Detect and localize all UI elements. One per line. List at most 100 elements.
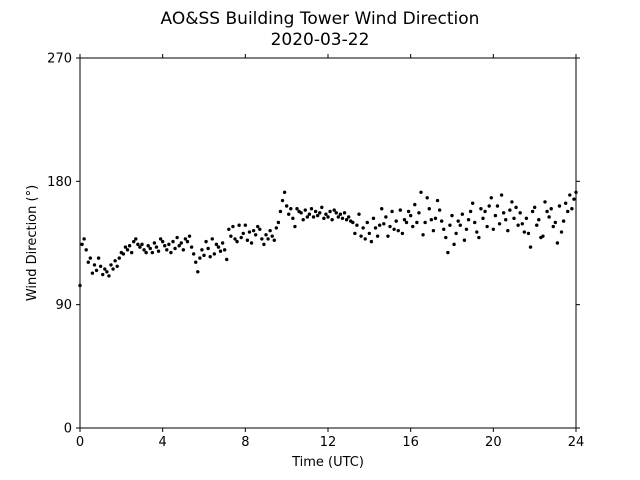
data-point bbox=[537, 218, 541, 222]
data-point bbox=[107, 274, 111, 278]
data-point bbox=[518, 211, 522, 215]
data-point bbox=[572, 197, 576, 201]
data-point bbox=[417, 211, 421, 215]
data-point bbox=[421, 233, 425, 237]
data-point bbox=[200, 248, 204, 252]
data-point bbox=[334, 211, 338, 215]
data-point bbox=[80, 242, 84, 247]
data-point bbox=[388, 224, 392, 229]
data-point bbox=[326, 215, 330, 219]
data-point bbox=[189, 245, 194, 249]
data-point bbox=[264, 233, 268, 237]
data-point bbox=[344, 218, 349, 222]
data-point bbox=[439, 219, 444, 223]
data-point bbox=[150, 250, 155, 255]
data-point bbox=[514, 205, 518, 210]
data-point bbox=[177, 244, 181, 248]
data-point bbox=[419, 190, 423, 194]
data-point bbox=[361, 226, 365, 230]
data-point bbox=[435, 198, 440, 203]
data-point bbox=[214, 242, 219, 247]
data-point bbox=[158, 237, 163, 241]
data-point bbox=[187, 234, 192, 238]
data-point bbox=[229, 234, 233, 238]
data-point bbox=[359, 234, 363, 238]
data-point bbox=[328, 209, 332, 214]
data-point bbox=[466, 218, 471, 222]
data-point bbox=[90, 271, 95, 275]
data-point bbox=[251, 228, 256, 233]
data-point bbox=[365, 220, 369, 225]
data-point bbox=[413, 202, 417, 207]
data-point bbox=[506, 228, 510, 233]
data-point bbox=[483, 209, 487, 214]
data-point bbox=[477, 235, 481, 240]
data-point bbox=[444, 235, 448, 240]
data-point bbox=[132, 239, 136, 244]
data-point bbox=[541, 234, 545, 238]
data-point bbox=[245, 238, 250, 242]
data-point bbox=[473, 220, 477, 225]
data-point bbox=[400, 231, 405, 236]
data-point bbox=[210, 237, 214, 241]
data-point bbox=[346, 215, 351, 219]
data-point bbox=[239, 235, 243, 240]
data-point bbox=[282, 190, 287, 194]
data-point bbox=[353, 231, 357, 236]
data-point bbox=[278, 209, 283, 214]
data-point bbox=[220, 241, 225, 245]
data-point bbox=[528, 245, 533, 249]
data-point bbox=[338, 212, 343, 216]
data-point bbox=[222, 248, 227, 252]
data-point bbox=[404, 220, 409, 225]
data-point bbox=[218, 249, 223, 253]
chart-subtitle: 2020-03-22 bbox=[271, 30, 370, 50]
data-point bbox=[146, 244, 150, 248]
data-point bbox=[103, 267, 107, 271]
data-point bbox=[380, 207, 384, 211]
data-point bbox=[390, 209, 394, 214]
data-point bbox=[551, 224, 555, 229]
data-point bbox=[247, 230, 252, 234]
data-point bbox=[487, 204, 491, 208]
data-point bbox=[123, 245, 128, 249]
data-point bbox=[508, 208, 512, 212]
data-point bbox=[394, 219, 398, 223]
data-point bbox=[253, 233, 258, 237]
data-point bbox=[117, 256, 121, 260]
data-point bbox=[559, 230, 564, 234]
data-point bbox=[460, 212, 465, 216]
data-point bbox=[301, 218, 305, 222]
data-point bbox=[351, 220, 355, 225]
data-point bbox=[309, 207, 314, 211]
data-point bbox=[415, 220, 419, 225]
data-point bbox=[384, 215, 388, 219]
x-tick-label: 4 bbox=[159, 435, 167, 450]
data-point bbox=[216, 245, 221, 249]
data-point bbox=[566, 209, 570, 214]
data-point bbox=[315, 213, 320, 218]
x-tick-label: 16 bbox=[402, 435, 419, 450]
data-point bbox=[144, 250, 148, 255]
data-point bbox=[557, 204, 562, 208]
data-point bbox=[526, 231, 531, 236]
data-point bbox=[406, 209, 411, 214]
data-point bbox=[479, 207, 483, 211]
data-point bbox=[411, 224, 415, 229]
data-point bbox=[167, 242, 171, 247]
data-point bbox=[127, 244, 132, 248]
data-point bbox=[303, 208, 307, 212]
data-point bbox=[225, 257, 229, 262]
data-point bbox=[134, 237, 138, 241]
y-tick-label: 90 bbox=[55, 298, 72, 313]
data-point bbox=[431, 228, 436, 233]
data-point bbox=[136, 242, 140, 247]
data-point bbox=[266, 237, 270, 241]
data-point bbox=[568, 193, 572, 197]
data-point bbox=[396, 228, 400, 233]
data-point bbox=[258, 227, 262, 231]
data-point bbox=[392, 227, 396, 231]
data-point bbox=[129, 250, 134, 255]
data-point bbox=[125, 248, 130, 252]
data-point bbox=[442, 227, 446, 231]
